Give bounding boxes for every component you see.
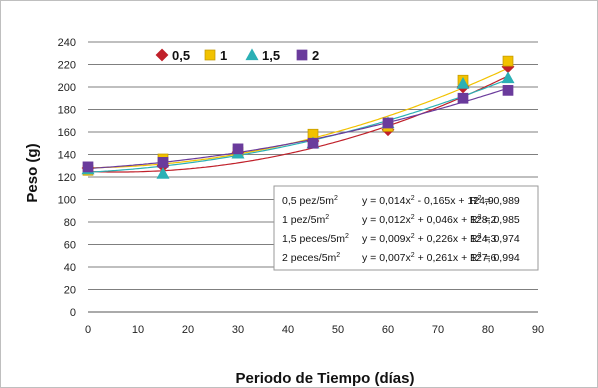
equation-formula: y = 0,012x2 + 0,046x + 128,2: [362, 214, 497, 226]
y-axis-title: Peso (g): [24, 143, 41, 202]
data-point-1-5: [501, 71, 515, 84]
x-tick-label: 60: [382, 324, 394, 336]
data-point-2: [382, 117, 394, 129]
equation-series-label: 2 peces/5m2: [282, 252, 340, 264]
trendline-equation-box: [273, 185, 539, 271]
equation-series-label: 0,5 pez/5m2: [282, 195, 338, 207]
x-tick-label: 80: [482, 324, 494, 336]
y-tick-label: 140: [58, 150, 76, 162]
x-axis-title: Periodo de Tiempo (días): [236, 370, 415, 387]
y-tick-label: 0: [70, 307, 76, 319]
x-tick-label: 10: [132, 324, 144, 336]
data-point-1-5: [456, 77, 470, 89]
y-tick-label: 180: [58, 105, 76, 117]
trendline-1-5: [87, 78, 509, 173]
x-tick-label: 30: [232, 324, 244, 336]
y-tick-label: 40: [64, 262, 76, 274]
data-point-2: [82, 161, 94, 173]
trendline-1: [87, 67, 509, 169]
equation-r-squared: R2 = 0,989: [470, 195, 520, 207]
legend-marker-1: [204, 49, 216, 61]
legend-marker-2: [296, 49, 308, 61]
x-tick-label: 0: [85, 324, 91, 336]
y-tick-label: 160: [58, 127, 76, 139]
equation-series-label: 1 pez/5m2: [282, 214, 329, 226]
equation-formula: y = 0,007x2 + 0,261x + 127,6: [362, 252, 497, 264]
equation-formula: y = 0,014x2 - 0,165x + 124,9: [362, 195, 494, 207]
equation-r-squared: R2 = 0,974: [470, 233, 520, 245]
y-tick-label: 20: [64, 285, 76, 297]
data-point-1: [502, 55, 514, 67]
data-point-2: [457, 92, 469, 104]
legend-marker-1-5: [245, 48, 259, 61]
y-tick-label: 220: [58, 60, 76, 72]
trendline-2: [87, 87, 509, 170]
data-point-2: [307, 137, 319, 149]
y-tick-label: 240: [58, 37, 76, 49]
x-tick-label: 40: [282, 324, 294, 336]
x-tick-label: 50: [332, 324, 344, 336]
y-tick-label: 100: [58, 195, 76, 207]
y-tick-label: 200: [58, 82, 76, 94]
x-tick-label: 90: [532, 324, 544, 336]
legend-label: 1: [220, 48, 227, 63]
trendline-0-5: [87, 75, 509, 173]
y-tick-label: 80: [64, 217, 76, 229]
equation-r-squared: R2 = 0,985: [470, 214, 520, 226]
x-tick-label: 70: [432, 324, 444, 336]
equation-r-squared: R2 = 0,994: [470, 252, 520, 264]
y-tick-label: 120: [58, 172, 76, 184]
equation-formula: y = 0,009x2 + 0,226x + 124,3: [362, 233, 497, 245]
data-point-2: [502, 85, 514, 96]
data-point-2: [232, 143, 244, 155]
legend-label: 0,5: [172, 48, 190, 63]
data-point-2: [157, 157, 169, 168]
y-tick-label: 60: [64, 240, 76, 252]
legend-label: 2: [312, 48, 319, 63]
x-tick-label: 20: [182, 324, 194, 336]
equation-series-label: 1,5 peces/5m2: [282, 233, 349, 245]
legend-marker-0-5: [155, 48, 169, 62]
legend-label: 1,5: [262, 48, 280, 63]
data-point-1-5: [156, 167, 170, 179]
